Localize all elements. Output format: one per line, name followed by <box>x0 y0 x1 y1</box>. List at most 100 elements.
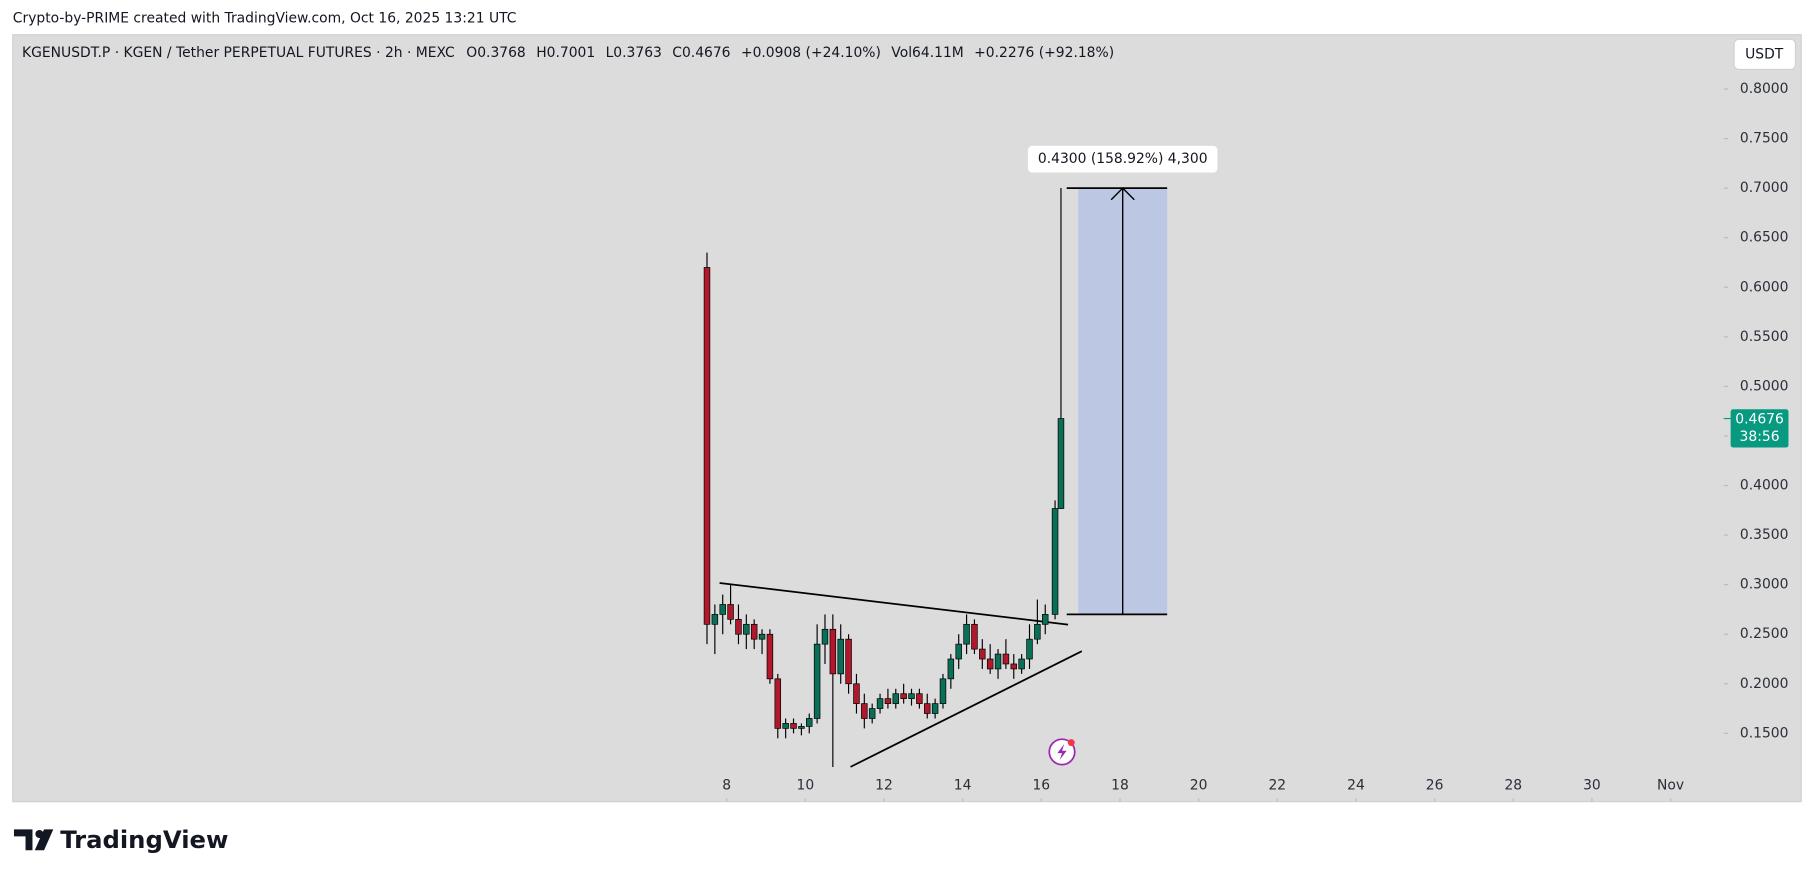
candle-body <box>719 604 726 615</box>
x-tick-label: 30 <box>1583 777 1601 793</box>
candle-body <box>821 628 829 645</box>
volume: Vol64.11M <box>891 45 963 61</box>
x-tick-label: 26 <box>1426 777 1444 793</box>
candle-body <box>853 683 860 704</box>
ohlc-value: O0.3768 <box>466 45 525 61</box>
arrow-head <box>1110 187 1135 201</box>
price-tag <box>1730 409 1789 448</box>
candle-body <box>774 678 782 729</box>
logo: TradingView <box>13 825 228 854</box>
logo-dot <box>35 829 44 839</box>
candle-body <box>711 614 719 625</box>
symbol-title: KGENUSDT.P · KGEN / Tether PERPETUAL FUT… <box>22 45 455 61</box>
y-tick-label: 0.5000 <box>1740 378 1789 394</box>
candle-body <box>1018 658 1025 670</box>
measure-label: 0.4300 (158.92%) 4,300 <box>1038 151 1208 167</box>
candle-body <box>939 678 947 704</box>
y-tick-label: 0.2000 <box>1740 676 1789 692</box>
price-countdown: 38:56 <box>1740 429 1780 445</box>
x-tick-label: 14 <box>954 777 972 793</box>
candle-body <box>758 633 766 640</box>
y-tick-label: 0.6000 <box>1740 279 1789 295</box>
currency[interactable]: USDT <box>1745 46 1784 62</box>
candle-body <box>727 604 734 620</box>
price-tag-value: 0.4676 <box>1735 412 1784 428</box>
measure-label-box <box>1026 144 1219 174</box>
candle-body <box>1034 623 1041 640</box>
symbol-header: KGENUSDT.P · KGEN / Tether PERPETUAL FUT… <box>22 45 1114 61</box>
candle-body <box>955 643 962 660</box>
trendline <box>850 650 1083 768</box>
candle-body <box>876 698 884 709</box>
ohlc-value: L0.3763 <box>606 45 662 61</box>
x-tick-label: 10 <box>796 777 814 793</box>
candle-body <box>892 693 900 704</box>
candle-body <box>1051 508 1059 615</box>
candle-body <box>1057 418 1065 509</box>
y-tick-label: 0.3000 <box>1740 577 1789 593</box>
candle-body <box>924 703 931 714</box>
y-tick-label: 0.5500 <box>1740 329 1789 345</box>
candle-body <box>806 718 813 727</box>
alert-icon[interactable] <box>1048 738 1076 766</box>
x-tick-label: 12 <box>875 777 893 793</box>
ohlc-value: H0.7001 <box>536 45 595 61</box>
candle-body <box>790 723 797 729</box>
candle-body <box>868 708 876 719</box>
x-tick-label: 16 <box>1032 777 1050 793</box>
candle-body <box>837 638 844 675</box>
y-tick-label: 0.1500 <box>1740 725 1789 741</box>
candle-body <box>735 619 742 635</box>
candle-body <box>798 726 805 729</box>
candle-body <box>813 643 821 719</box>
x-tick-label: 18 <box>1111 777 1129 793</box>
x-tick-label: 8 <box>722 777 731 793</box>
brand: TradingView <box>60 825 228 854</box>
candle-body <box>782 723 789 729</box>
candle-body <box>829 628 837 675</box>
y-tick-label: 0.2500 <box>1740 626 1789 642</box>
x-tick-label: 20 <box>1190 777 1208 793</box>
candle-body <box>931 703 939 714</box>
x-tick-label: Nov <box>1657 777 1684 793</box>
icon-bolt[interactable] <box>1057 743 1067 761</box>
candle-body <box>1002 653 1010 665</box>
icon-badge[interactable] <box>1067 739 1075 747</box>
ohlc-value: +0.0908 (+24.10%) <box>741 45 881 61</box>
x-tick-label: 22 <box>1268 777 1286 793</box>
candle-body <box>766 633 774 680</box>
candle-body <box>908 693 915 700</box>
y-tick-label: 0.7000 <box>1740 180 1789 196</box>
candle-body <box>1010 663 1018 670</box>
candle-body <box>750 623 758 640</box>
candle-body <box>884 698 892 704</box>
candle-body <box>703 267 711 625</box>
candle-body <box>1026 638 1033 660</box>
x-tick-label: 24 <box>1347 777 1365 793</box>
candle-body <box>743 623 750 635</box>
candle-body <box>979 648 986 660</box>
candle-body <box>986 658 994 670</box>
chart-pane <box>12 34 1802 803</box>
candle-body <box>1041 614 1049 625</box>
candle-body <box>963 623 970 645</box>
currency-button[interactable] <box>1733 38 1796 70</box>
logo-mark <box>13 829 54 851</box>
change: +0.2276 (+92.18%) <box>974 45 1114 61</box>
ohlc-value: C0.4676 <box>672 45 730 61</box>
attribution: Crypto-by-PRIME created with TradingView… <box>13 11 517 27</box>
y-tick-label: 0.4000 <box>1740 478 1789 494</box>
candle-body <box>971 623 978 650</box>
y-tick-label: 0.6500 <box>1740 230 1789 246</box>
candle-body <box>947 658 955 680</box>
candle-body <box>861 703 868 719</box>
candle-body <box>845 638 852 685</box>
y-tick-label: 0.8000 <box>1740 81 1789 97</box>
y-tick-label: 0.7500 <box>1740 131 1789 147</box>
candle-body <box>994 653 1002 670</box>
y-tick-label: 0.3500 <box>1740 527 1789 543</box>
candle-body <box>916 693 923 704</box>
x-tick-label: 28 <box>1504 777 1522 793</box>
